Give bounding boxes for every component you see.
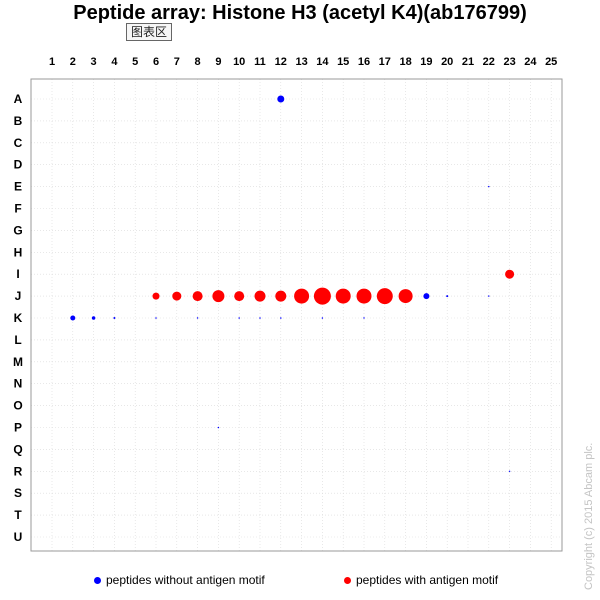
point-without-motif-R23 bbox=[508, 470, 511, 472]
column-label-18: 18 bbox=[399, 56, 411, 68]
point-without-motif-K12 bbox=[280, 317, 282, 319]
row-label-R: R bbox=[14, 464, 23, 478]
row-label-I: I bbox=[16, 267, 19, 281]
column-label-2: 2 bbox=[70, 56, 76, 68]
column-label-11: 11 bbox=[254, 56, 266, 68]
row-label-H: H bbox=[14, 245, 23, 259]
red-dot-icon bbox=[344, 576, 351, 584]
row-label-U: U bbox=[14, 530, 23, 544]
column-labels: 1 2 3 4 5 6 7 8 9 10 11 12 13 14 15 16 17 18 19 20 21 22 23 24 2… bbox=[49, 56, 557, 68]
chart-title: Peptide array: Histone H3 (acetyl K4)(ab… bbox=[73, 2, 527, 24]
point-with-motif-J13 bbox=[294, 288, 310, 304]
column-label-8: 8 bbox=[195, 56, 201, 68]
point-without-motif-K8 bbox=[196, 317, 199, 319]
point-with-motif-J7 bbox=[172, 291, 182, 301]
point-with-motif-J15 bbox=[335, 288, 351, 304]
column-label-24: 24 bbox=[524, 56, 537, 68]
column-label-1: 1 bbox=[49, 56, 55, 68]
point-with-motif-J6 bbox=[152, 292, 160, 300]
column-label-4: 4 bbox=[111, 56, 118, 68]
column-label-15: 15 bbox=[337, 56, 349, 68]
point-without-motif-K3 bbox=[91, 316, 96, 320]
row-label-P: P bbox=[14, 421, 22, 435]
point-with-motif-J9 bbox=[212, 290, 225, 303]
column-label-14: 14 bbox=[316, 56, 329, 68]
point-with-motif-J10 bbox=[234, 291, 245, 302]
copyright-notice: Copyright (c) 2015 Abcam plc. bbox=[583, 442, 595, 590]
point-without-motif-A12 bbox=[277, 95, 285, 103]
column-label-13: 13 bbox=[295, 56, 307, 68]
column-label-7: 7 bbox=[174, 56, 180, 68]
column-label-9: 9 bbox=[215, 56, 221, 68]
column-label-16: 16 bbox=[358, 56, 370, 68]
point-without-motif-J19 bbox=[423, 293, 430, 300]
row-label-T: T bbox=[14, 508, 22, 522]
column-label-20: 20 bbox=[441, 56, 453, 68]
column-label-17: 17 bbox=[379, 56, 391, 68]
row-label-Q: Q bbox=[13, 442, 22, 456]
point-without-motif-K2 bbox=[70, 315, 76, 321]
row-label-G: G bbox=[13, 223, 22, 237]
plot-frame bbox=[30, 78, 563, 552]
legend-item-without-motif[interactable]: peptides without antigen motif bbox=[94, 573, 265, 587]
column-label-12: 12 bbox=[275, 56, 287, 68]
point-with-motif-J12 bbox=[275, 290, 287, 302]
column-label-22: 22 bbox=[483, 56, 495, 68]
column-label-10: 10 bbox=[233, 56, 245, 68]
grid-lines bbox=[31, 79, 562, 551]
point-without-motif-K14 bbox=[321, 317, 324, 319]
row-label-A: A bbox=[14, 92, 23, 106]
chart-area-tag[interactable]: 图表区 bbox=[126, 23, 173, 41]
column-label-6: 6 bbox=[153, 56, 159, 68]
row-label-J: J bbox=[15, 289, 22, 303]
legend-label-with-motif: peptides with antigen motif bbox=[356, 573, 499, 587]
data-points bbox=[70, 95, 515, 472]
legend-label-without-motif: peptides without antigen motif bbox=[106, 573, 265, 587]
point-with-motif-J14 bbox=[313, 287, 331, 305]
column-label-19: 19 bbox=[420, 56, 432, 68]
row-label-B: B bbox=[14, 114, 23, 128]
point-with-motif-J11 bbox=[254, 290, 266, 302]
blue-dot-icon bbox=[94, 576, 101, 584]
row-label-S: S bbox=[14, 486, 22, 500]
row-label-F: F bbox=[14, 202, 21, 216]
row-label-L: L bbox=[14, 333, 21, 347]
point-with-motif-J18 bbox=[398, 289, 413, 304]
row-label-M: M bbox=[13, 355, 23, 369]
point-with-motif-J16 bbox=[356, 288, 372, 304]
point-with-motif-J8 bbox=[192, 291, 203, 302]
legend-item-with-motif[interactable]: peptides with antigen motif bbox=[344, 573, 498, 587]
column-label-5: 5 bbox=[132, 56, 138, 68]
point-without-motif-E22 bbox=[488, 185, 490, 188]
column-label-23: 23 bbox=[503, 56, 515, 68]
column-label-21: 21 bbox=[462, 56, 474, 68]
point-without-motif-P9 bbox=[217, 426, 220, 429]
point-with-motif-J17 bbox=[376, 288, 393, 305]
row-label-C: C bbox=[14, 136, 23, 150]
column-label-25: 25 bbox=[545, 56, 557, 68]
row-label-O: O bbox=[13, 399, 22, 413]
row-label-N: N bbox=[14, 377, 23, 391]
point-without-motif-K6 bbox=[155, 317, 157, 319]
row-label-D: D bbox=[14, 158, 23, 172]
point-without-motif-K16 bbox=[363, 317, 365, 319]
point-without-motif-K10 bbox=[238, 317, 240, 319]
point-without-motif-K11 bbox=[259, 317, 261, 319]
point-without-motif-J20 bbox=[446, 295, 449, 298]
column-label-3: 3 bbox=[91, 56, 97, 68]
point-without-motif-K4 bbox=[113, 317, 116, 319]
point-without-motif-J22 bbox=[488, 295, 490, 297]
point-with-motif-I23 bbox=[505, 269, 515, 279]
row-label-K: K bbox=[14, 311, 23, 325]
row-label-E: E bbox=[14, 180, 22, 194]
